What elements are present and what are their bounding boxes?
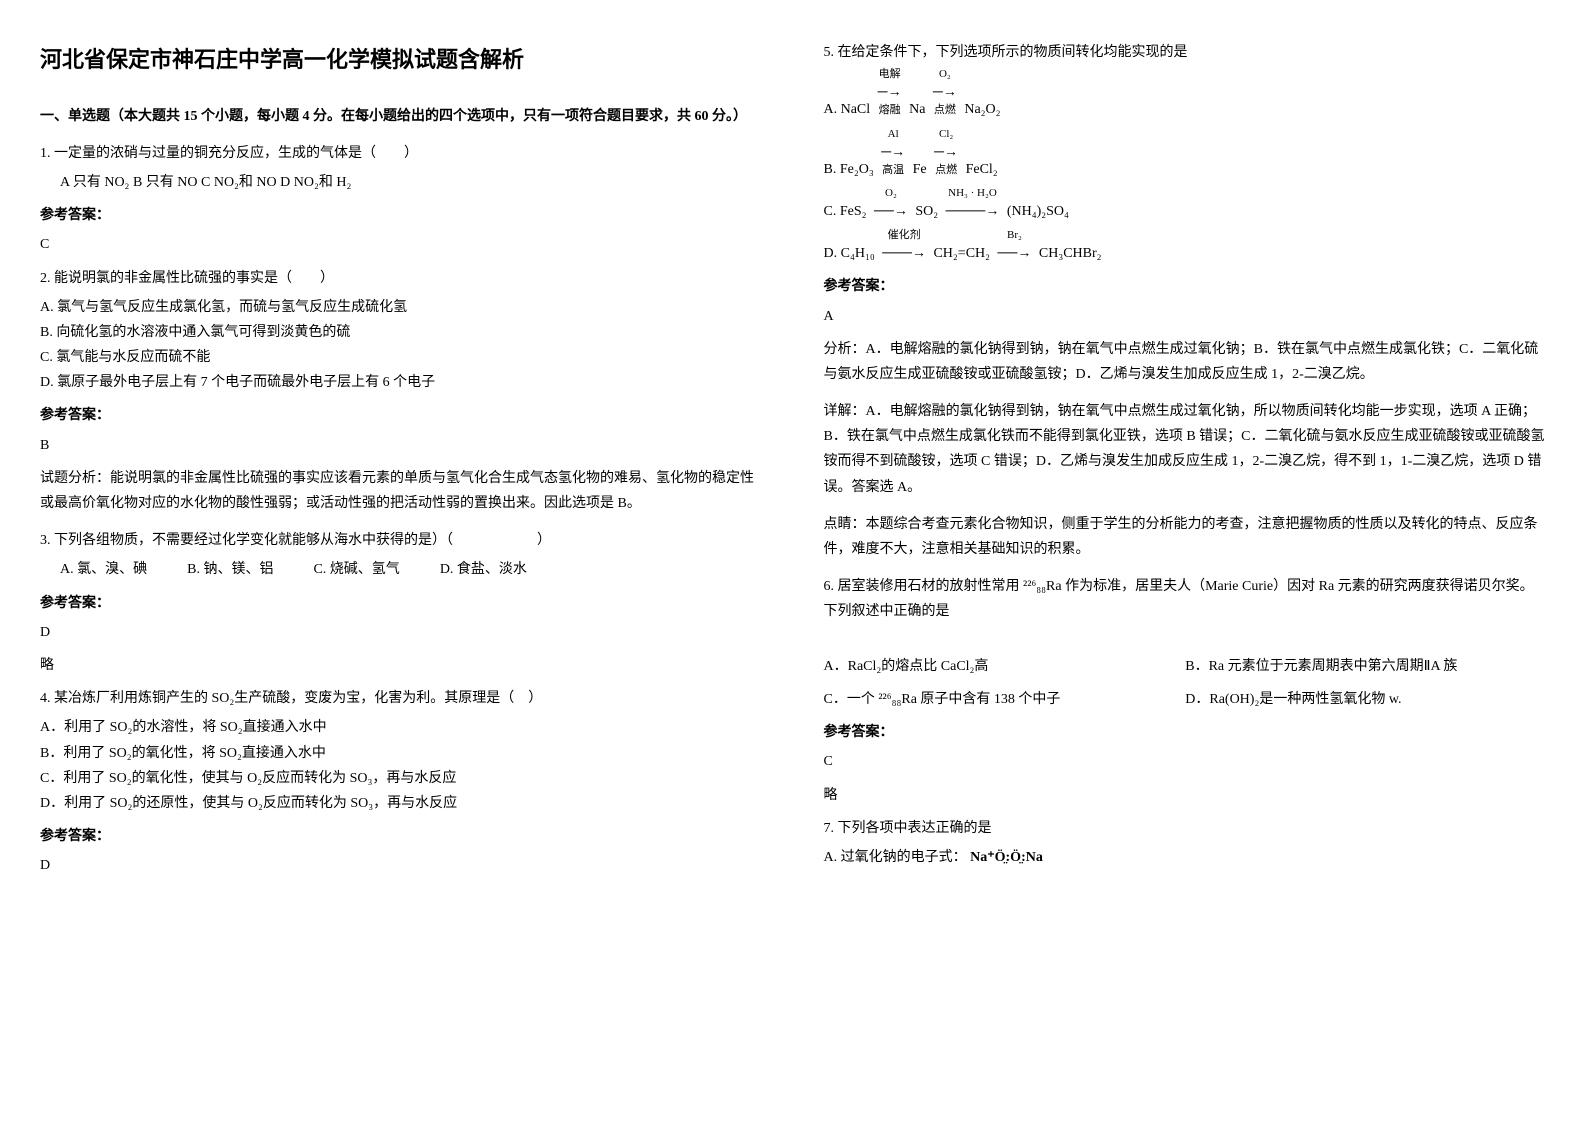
q5-detail: 详解：A．电解熔融的氯化钠得到钠，钠在氧气中点燃生成过氧化钠，所以物质间转化均能…	[824, 399, 1548, 500]
q1-answer-label: 参考答案：	[40, 203, 764, 228]
q5-c-arrow2: NH₃ · H₂O────→	[942, 188, 1004, 224]
q5-d-prefix: D. C₄H₁₀	[824, 246, 875, 261]
q7-optA-prefix: A. 过氧化钠的电子式：	[824, 850, 967, 865]
q6-optC: C．一个 ²²⁶₈₈Ra 原子中含有 138 个中子	[824, 687, 1186, 712]
q5-c-prefix: C. FeS₂	[824, 204, 867, 219]
q7-optA-formula: Na⁺Ö̤:Ö̤:Na	[970, 850, 1043, 865]
q5-b-arrow1: Al─→高温	[877, 129, 909, 176]
q6-answer-label: 参考答案：	[824, 720, 1548, 745]
q5-analysis: 分析：A．电解熔融的氯化钠得到钠，钠在氧气中点燃生成过氧化钠；B．铁在氯气中点燃…	[824, 337, 1548, 387]
q5-a-prefix: A. NaCl	[824, 102, 871, 117]
q4-optA: A．利用了 SO₂的水溶性，将 SO₂直接通入水中	[40, 715, 764, 740]
q5-lineA: A. NaCl 电解─→熔融 Na O₂─→点燃 Na₂O₂	[824, 69, 1548, 122]
q5-lineB: B. Fe₂O₃ Al─→高温 Fe Cl₂─→点燃 FeCl₂	[824, 129, 1548, 182]
q2-answer: B	[40, 433, 764, 458]
q5-a-end: Na₂O₂	[964, 102, 1000, 117]
q5-answer-label: 参考答案：	[824, 274, 1548, 299]
q4-optC: C．利用了 SO₂的氧化性，使其与 O₂反应而转化为 SO₃，再与水反应	[40, 766, 764, 791]
q6-row2: C．一个 ²²⁶₈₈Ra 原子中含有 138 个中子 D．Ra(OH)₂是一种两…	[824, 687, 1548, 712]
question-1: 1. 一定量的浓硝与过量的铜充分反应，生成的气体是（ ） A 只有 NO₂ B …	[40, 141, 764, 258]
q5-b-mid: Fe	[913, 162, 927, 177]
left-column: 河北省保定市神石庄中学高一化学模拟试题含解析 一、单选题（本大题共 15 个小题…	[40, 40, 764, 886]
q2-answer-label: 参考答案：	[40, 403, 764, 428]
q3-answer-label: 参考答案：	[40, 591, 764, 616]
q3-optC: C. 烧碱、氢气	[313, 557, 399, 582]
q2-optD: D. 氯原子最外电子层上有 7 个电子而硫最外电子层上有 6 个电子	[40, 370, 764, 395]
q3-answer: D	[40, 620, 764, 645]
q2-optA: A. 氯气与氢气反应生成氯化氢，而硫与氢气反应生成硫化氢	[40, 295, 764, 320]
q5-b-end: FeCl₂	[966, 162, 998, 177]
q5-a-arrow1: 电解─→熔融	[874, 69, 906, 116]
q2-explanation: 试题分析：能说明氯的非金属性比硫强的事实应该看元素的单质与氢气化合生成气态氢化物…	[40, 466, 764, 516]
q7-optA: A. 过氧化钠的电子式： Na⁺Ö̤:Ö̤:Na	[824, 845, 1548, 870]
question-3: 3. 下列各组物质，不需要经过化学变化就能够从海水中获得的是）（ ） A. 氯、…	[40, 528, 764, 678]
q5-lineC: C. FeS₂ O₂──→ SO₂ NH₃ · H₂O────→ (NH₄)₂S…	[824, 188, 1548, 224]
q5-c-mid: SO₂	[915, 204, 938, 219]
q3-optD: D. 食盐、淡水	[440, 557, 527, 582]
page-container: 河北省保定市神石庄中学高一化学模拟试题含解析 一、单选题（本大题共 15 个小题…	[40, 40, 1547, 886]
document-title: 河北省保定市神石庄中学高一化学模拟试题含解析	[40, 40, 764, 80]
q7-text: 7. 下列各项中表达正确的是	[824, 816, 1548, 841]
q6-row1: A．RaCl₂的熔点比 CaCl₂高 B．Ra 元素位于元素周期表中第六周期ⅡA…	[824, 654, 1548, 679]
q1-text: 1. 一定量的浓硝与过量的铜充分反应，生成的气体是（ ）	[40, 141, 764, 166]
q5-d-mid: CH₂=CH₂	[933, 246, 990, 261]
question-7: 7. 下列各项中表达正确的是 A. 过氧化钠的电子式： Na⁺Ö̤:Ö̤:Na	[824, 816, 1548, 870]
q1-answer: C	[40, 232, 764, 257]
q5-c-end: (NH₄)₂SO₄	[1007, 204, 1069, 219]
q5-b-prefix: B. Fe₂O₃	[824, 162, 874, 177]
q1-options: A 只有 NO₂ B 只有 NO C NO₂和 NO D NO₂和 H₂	[40, 170, 764, 195]
q5-d-end: CH₃CHBr₂	[1039, 246, 1102, 261]
q4-text: 4. 某冶炼厂利用炼铜产生的 SO₂生产硫酸，变废为宝，化害为利。其原理是（ ）	[40, 686, 764, 711]
q3-options: A. 氯、溴、碘 B. 钠、镁、铝 C. 烧碱、氢气 D. 食盐、淡水	[40, 557, 764, 582]
q2-text: 2. 能说明氯的非金属性比硫强的事实是（ ）	[40, 266, 764, 291]
q5-tip: 点睛：本题综合考查元素化合物知识，侧重于学生的分析能力的考查，注意把握物质的性质…	[824, 512, 1548, 562]
q3-optA: A. 氯、溴、碘	[60, 557, 147, 582]
q6-answer: C	[824, 749, 1548, 774]
q5-lineD: D. C₄H₁₀ 催化剂───→ CH₂=CH₂ Br₂──→ CH₃CHBr₂	[824, 230, 1548, 266]
q3-text: 3. 下列各组物质，不需要经过化学变化就能够从海水中获得的是）（ ）	[40, 528, 764, 553]
q5-a-mid: Na	[909, 102, 925, 117]
q5-c-arrow1: O₂──→	[870, 188, 912, 224]
q5-b-arrow2: Cl₂─→点燃	[930, 129, 962, 176]
q4-optD: D．利用了 SO₂的还原性，使其与 O₂反应而转化为 SO₃，再与水反应	[40, 791, 764, 816]
q5-d-arrow2: Br₂──→	[994, 230, 1036, 266]
q4-optB: B．利用了 SO₂的氧化性，将 SO₂直接通入水中	[40, 741, 764, 766]
q4-answer: D	[40, 853, 764, 878]
q5-a-arrow2: O₂─→点燃	[929, 69, 961, 116]
q5-d-arrow1: 催化剂───→	[878, 230, 930, 266]
q2-optC: C. 氯气能与水反应而硫不能	[40, 345, 764, 370]
right-column: 5. 在给定条件下，下列选项所示的物质间转化均能实现的是 A. NaCl 电解─…	[824, 40, 1548, 886]
q2-optB: B. 向硫化氢的水溶液中通入氯气可得到淡黄色的硫	[40, 320, 764, 345]
q5-answer: A	[824, 304, 1548, 329]
q6-optA: A．RaCl₂的熔点比 CaCl₂高	[824, 654, 1186, 679]
question-4: 4. 某冶炼厂利用炼铜产生的 SO₂生产硫酸，变废为宝，化害为利。其原理是（ ）…	[40, 686, 764, 878]
section-header: 一、单选题（本大题共 15 个小题，每小题 4 分。在每小题给出的四个选项中，只…	[40, 104, 764, 129]
question-5: 5. 在给定条件下，下列选项所示的物质间转化均能实现的是 A. NaCl 电解─…	[824, 40, 1548, 562]
question-2: 2. 能说明氯的非金属性比硫强的事实是（ ） A. 氯气与氢气反应生成氯化氢，而…	[40, 266, 764, 517]
q6-note: 略	[824, 783, 1548, 808]
q3-note: 略	[40, 653, 764, 678]
q6-optD: D．Ra(OH)₂是一种两性氢氧化物 w.	[1185, 687, 1547, 712]
question-6: 6. 居室装修用石材的放射性常用 ²²⁶₈₈Ra 作为标准，居里夫人（Marie…	[824, 574, 1548, 808]
q6-optB: B．Ra 元素位于元素周期表中第六周期ⅡA 族	[1185, 654, 1547, 679]
q3-optB: B. 钠、镁、铝	[187, 557, 273, 582]
q4-answer-label: 参考答案：	[40, 824, 764, 849]
q6-text: 6. 居室装修用石材的放射性常用 ²²⁶₈₈Ra 作为标准，居里夫人（Marie…	[824, 574, 1548, 624]
q5-text: 5. 在给定条件下，下列选项所示的物质间转化均能实现的是	[824, 40, 1548, 65]
